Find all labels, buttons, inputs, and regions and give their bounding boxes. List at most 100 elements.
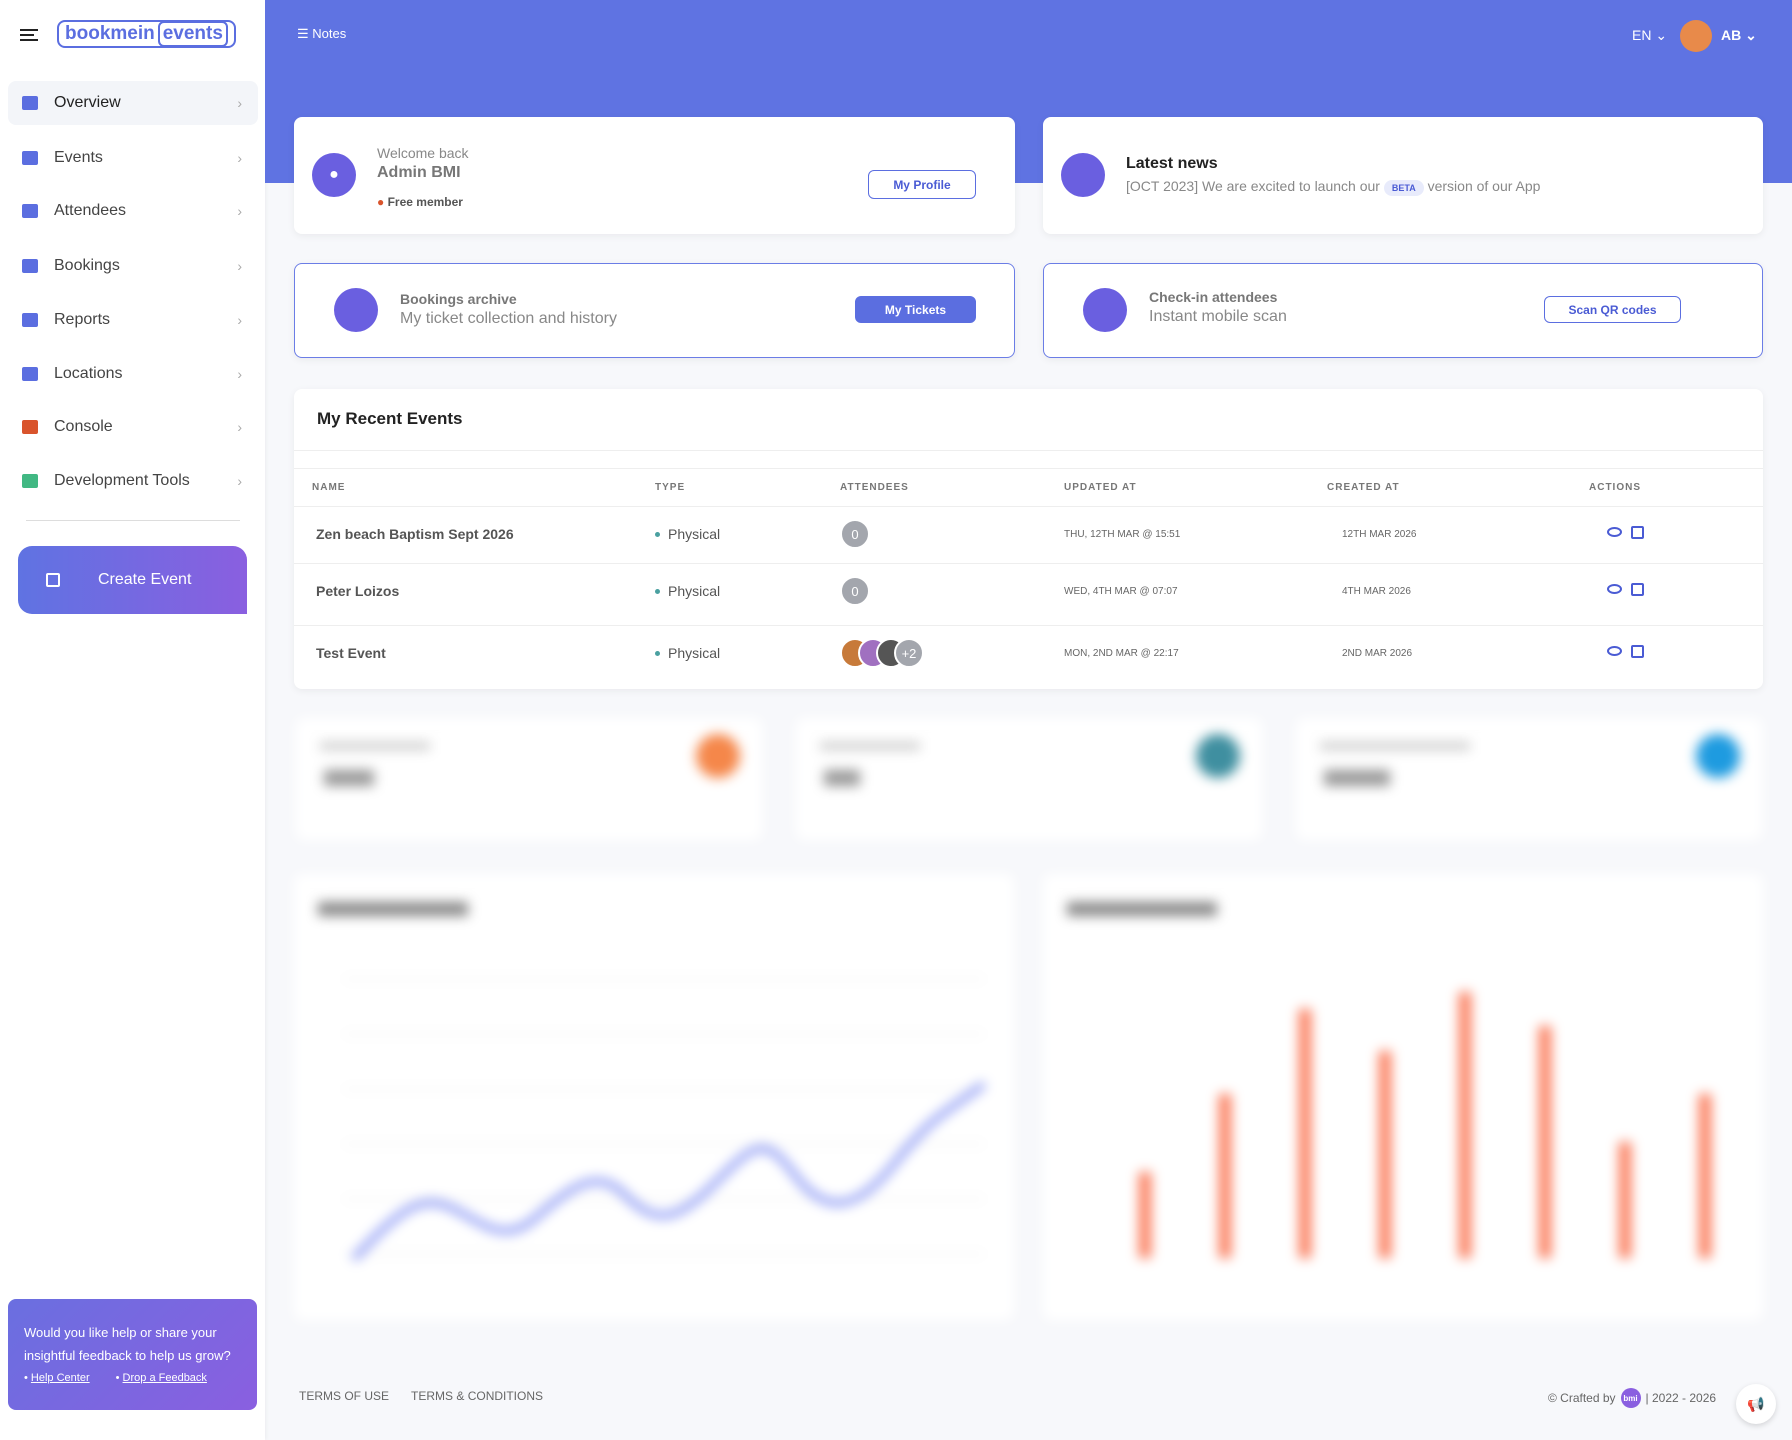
membership-label: Free member [387, 195, 463, 209]
button-label: My Profile [893, 177, 951, 192]
chevron: › [237, 203, 242, 219]
view-action[interactable] [1607, 527, 1622, 537]
attendee-count: +2 [894, 638, 924, 668]
column-header: NAME [312, 482, 346, 493]
menu-label: Bookings [54, 257, 120, 274]
menu-item[interactable]: Development Tools › [8, 459, 258, 503]
my-profile-button[interactable]: My Profile [868, 170, 976, 199]
user-menu[interactable]: AB ⌄ [1721, 27, 1757, 43]
menu-item[interactable]: Overview › [8, 81, 258, 125]
stat-card [296, 718, 762, 840]
bookings-title: Bookings archive [400, 291, 517, 307]
text: version of our App [1427, 178, 1541, 194]
greeting: Welcome back [377, 145, 469, 161]
divider [294, 450, 1763, 451]
user-icon: ● [312, 153, 356, 197]
news-text: [OCT 2023] We are excited to launch our … [1126, 178, 1541, 196]
footer-links: TERMS OF USE TERMS & CONDITIONS [299, 1389, 543, 1403]
menu-icon [22, 259, 38, 273]
attendee-count: 0 [840, 519, 870, 549]
sidebar: bookmein events Overview › Events › Attend… [0, 0, 265, 1440]
menu-toggle[interactable] [20, 27, 38, 43]
type-dot [655, 651, 660, 656]
bookings-card: Bookings archive My ticket collection an… [294, 263, 1015, 358]
row-divider [294, 563, 1763, 564]
chevron: › [237, 473, 242, 489]
menu-item[interactable]: Bookings › [8, 244, 258, 288]
menu-label: Locations [54, 365, 123, 382]
button-label: Scan QR codes [1568, 302, 1657, 317]
event-type: Physical [668, 583, 721, 599]
stat-card [1296, 718, 1762, 840]
bookings-chart [1043, 874, 1763, 1320]
link[interactable]: Help Center [30, 1372, 90, 1384]
edit-action[interactable] [1631, 526, 1644, 539]
menu-label: Overview [54, 94, 121, 111]
button-label: My Tickets [884, 302, 947, 317]
menu-item[interactable]: Events › [8, 136, 258, 180]
avatar[interactable] [1680, 20, 1712, 52]
announcement-button[interactable]: 📢 [1736, 1384, 1776, 1424]
feedback-text: Would you like help or share your insigh… [24, 1325, 231, 1363]
menu-item[interactable]: Locations › [8, 352, 258, 396]
revenue-chart [294, 874, 1014, 1320]
edit-action[interactable] [1631, 645, 1644, 658]
feedback-box: Would you like help or share your insigh… [8, 1299, 257, 1410]
view-action[interactable] [1607, 646, 1622, 656]
menu-icon [22, 474, 38, 488]
chevron: › [237, 95, 242, 111]
column-header: CREATED AT [1327, 482, 1400, 493]
menu-icon [22, 151, 38, 165]
view-action[interactable] [1607, 584, 1622, 594]
language-selector[interactable]: EN ⌄ [1632, 27, 1668, 43]
create-event-button[interactable]: Create Event [18, 546, 247, 614]
menu-icon [22, 313, 38, 327]
link[interactable]: Drop a Feedback [122, 1372, 207, 1384]
column-header: ATTENDEES [840, 482, 909, 493]
button-label: Create Event [98, 571, 192, 588]
feedback-links: • Help Center • Drop a Feedback [24, 1372, 207, 1384]
menu-item[interactable]: Reports › [8, 298, 258, 342]
attendee-count: 0 [840, 576, 870, 606]
chevron: › [237, 258, 242, 274]
welcome-card: ● Welcome back Admin BMI ● Free member M… [294, 117, 1015, 234]
chevron: › [237, 419, 242, 435]
event-name: Test Event [316, 645, 386, 661]
column-header: TYPE [655, 482, 686, 493]
membership: ● Free member [377, 195, 463, 209]
updated-at: WED, 4TH MAR @ 07:07 [1064, 586, 1178, 597]
bmi-badge: bmi [1620, 1388, 1641, 1408]
footer-link[interactable]: TERMS OF USE [299, 1389, 390, 1403]
scan-qr-button[interactable]: Scan QR codes [1544, 296, 1681, 323]
menu-icon [22, 204, 38, 218]
type-dot [655, 532, 660, 537]
credit-text: © Crafted by [1548, 1391, 1616, 1405]
checkin-card: Check-in attendees Instant mobile scan S… [1043, 263, 1763, 358]
menu-item[interactable]: Console › [8, 405, 258, 449]
beta-badge: BETA [1383, 180, 1424, 196]
menu-icon [22, 420, 38, 434]
card-title: My Recent Events [317, 409, 463, 428]
menu-icon [22, 367, 38, 381]
chevron: › [237, 366, 242, 382]
notes-link[interactable]: ☰ Notes [297, 26, 347, 41]
table-header [294, 468, 1763, 507]
footer-link[interactable]: TERMS & CONDITIONS [411, 1389, 544, 1403]
row-divider [294, 625, 1763, 626]
logo[interactable]: bookmein events [57, 20, 236, 48]
news-card: Latest news [OCT 2023] We are excited to… [1043, 117, 1763, 234]
calendar-icon [46, 573, 60, 587]
user-initials: AB [1721, 27, 1742, 43]
ticket-icon [334, 288, 378, 332]
news-title: Latest news [1126, 155, 1218, 172]
column-header: ACTIONS [1589, 482, 1641, 493]
menu-item[interactable]: Attendees › [8, 189, 258, 233]
created-at: 12TH MAR 2026 [1342, 529, 1417, 540]
checkin-title: Check-in attendees [1149, 289, 1278, 305]
my-tickets-button[interactable]: My Tickets [855, 296, 976, 323]
updated-at: MON, 2ND MAR @ 22:17 [1064, 648, 1179, 659]
chevron: › [237, 312, 242, 328]
edit-action[interactable] [1631, 583, 1644, 596]
